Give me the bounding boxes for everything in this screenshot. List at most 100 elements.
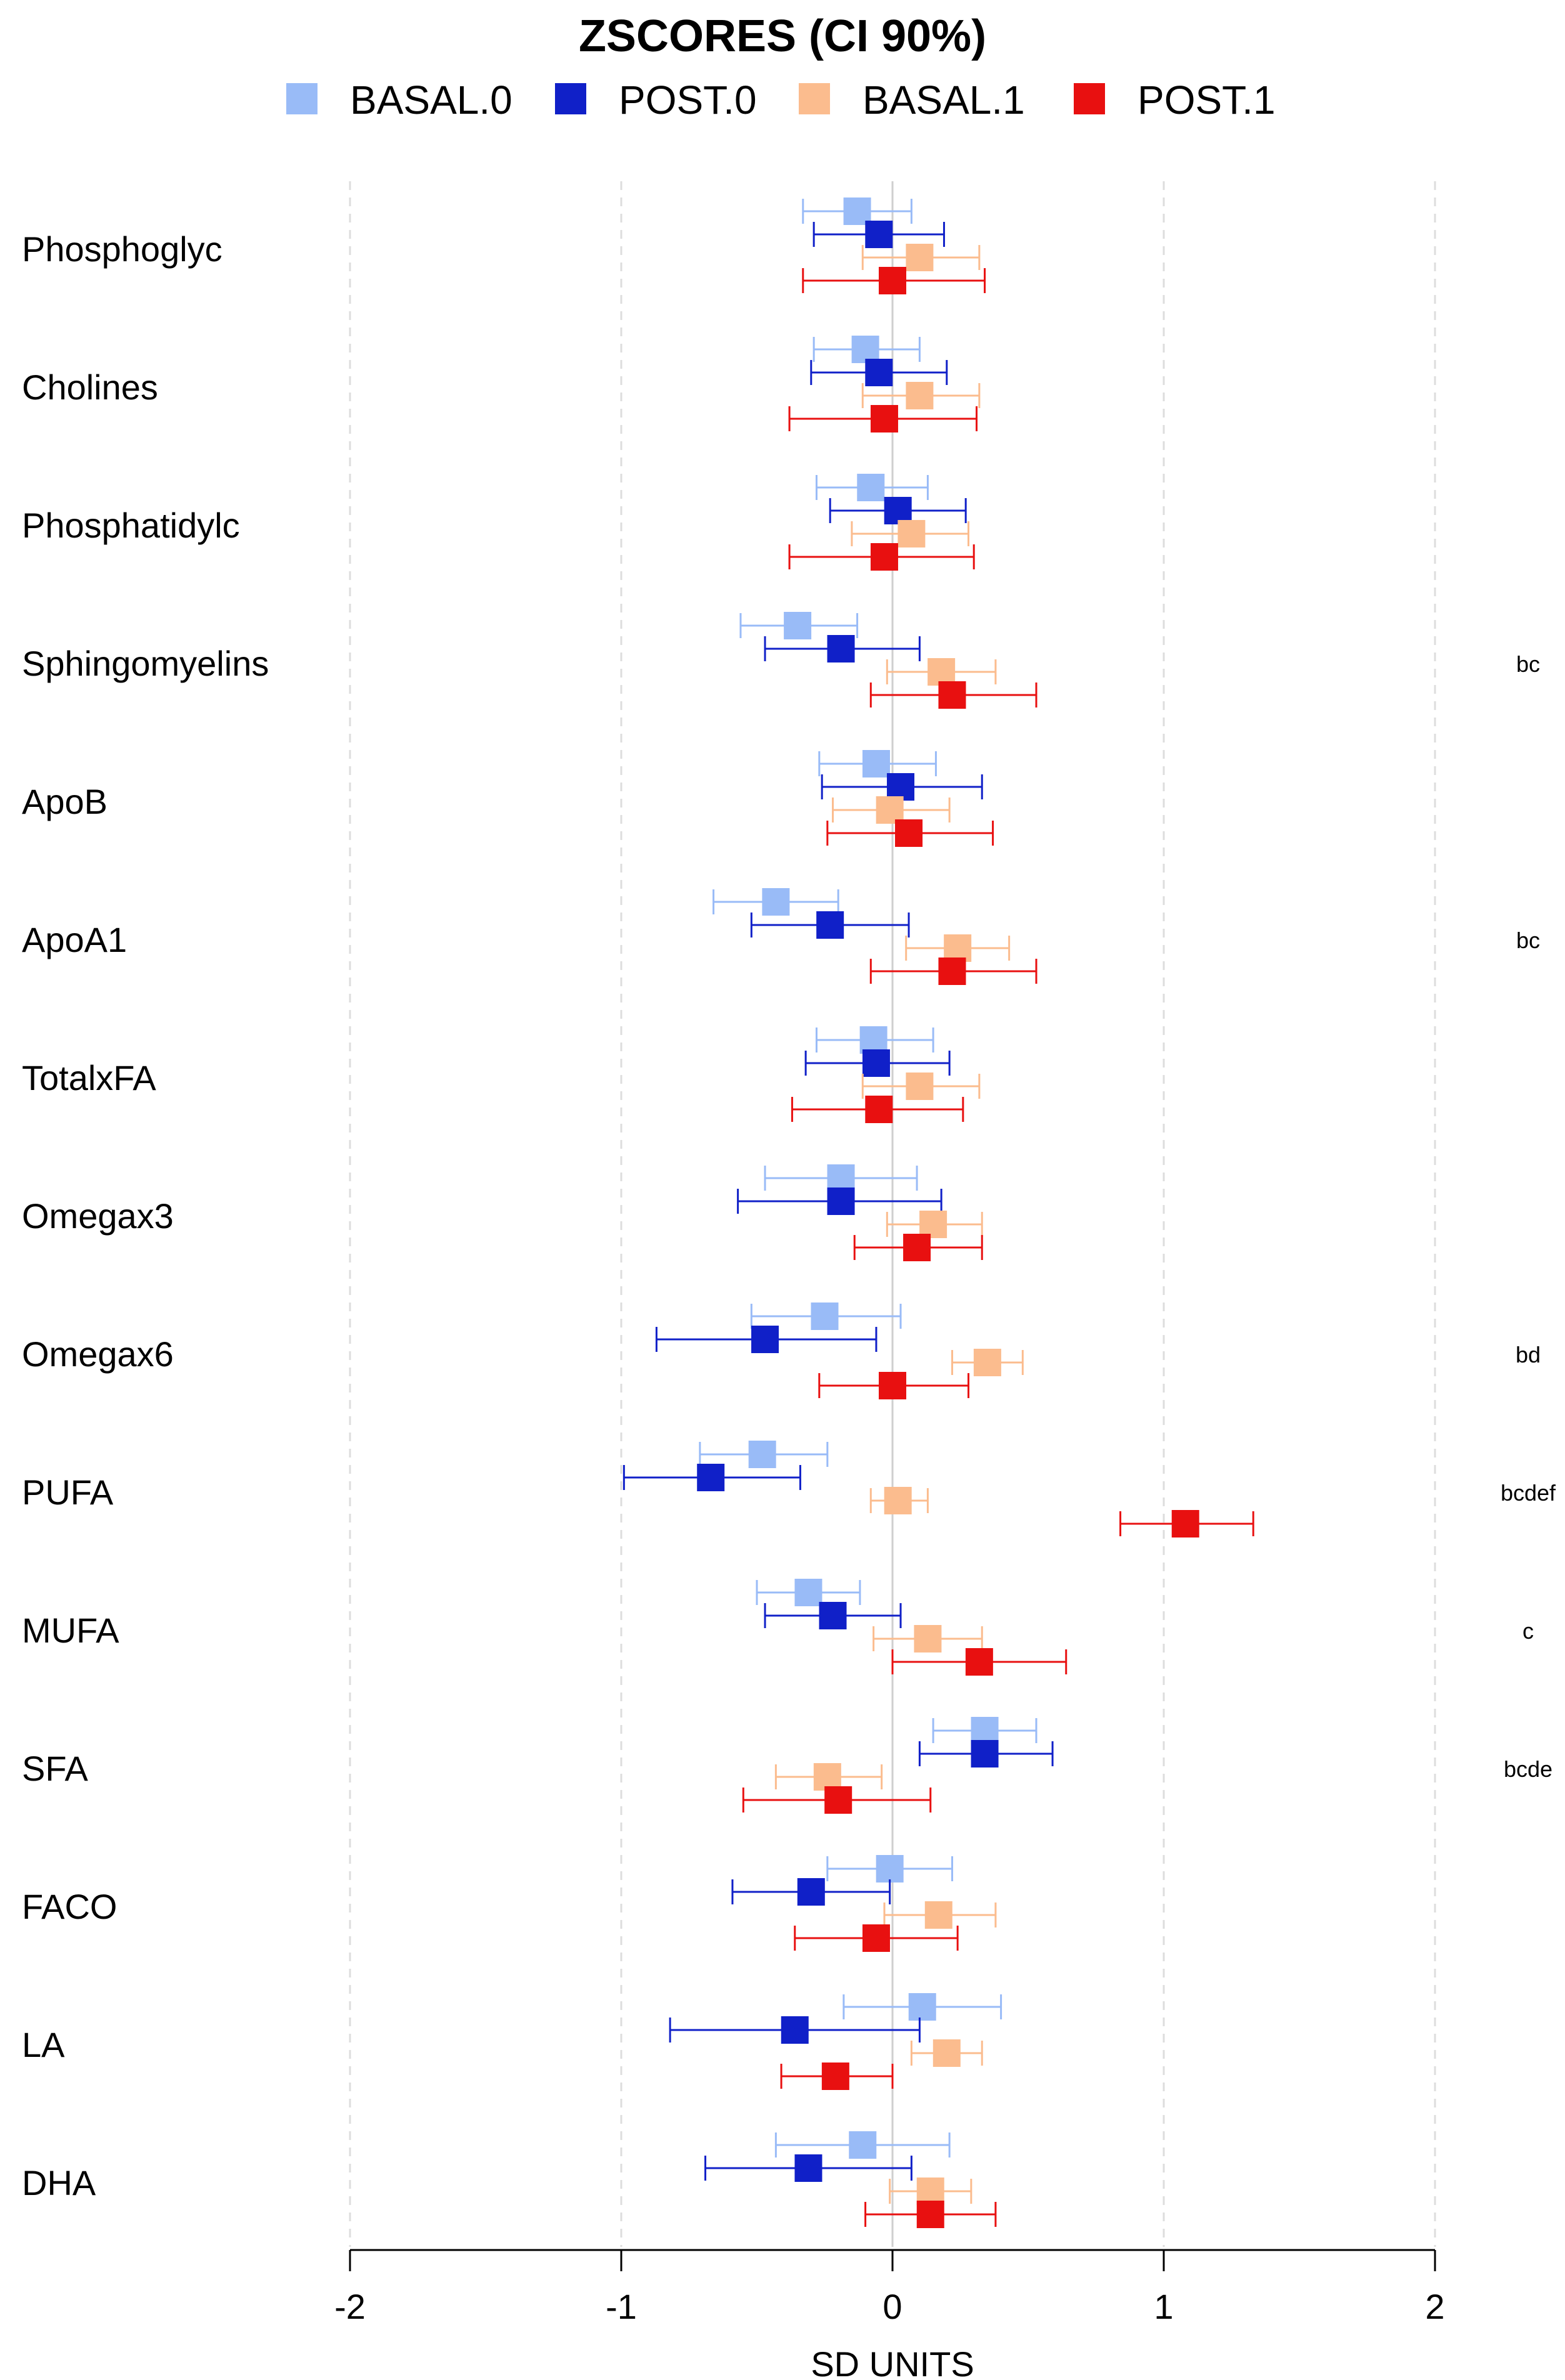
x-tick-label: 2 [1425, 2287, 1444, 2326]
row-annotation: bcde [1504, 1756, 1552, 1782]
point-post.0 [751, 1326, 779, 1353]
point-post.0 [816, 911, 844, 939]
point-post.1 [870, 405, 898, 432]
legend-swatch-post.0 [555, 83, 586, 114]
x-axis: -2 -1 0 1 2 [334, 2249, 1445, 2326]
point-basal.0 [748, 1441, 776, 1468]
row-pufa: PUFA bcdef [22, 1441, 1556, 1538]
point-basal.0 [876, 1855, 904, 1882]
row-label: Omegax6 [22, 1334, 174, 1374]
point-basal.1 [884, 1487, 912, 1514]
row-annotation: bcdef [1501, 1480, 1556, 1506]
point-post.1 [1171, 1510, 1199, 1538]
row-label: LA [22, 2025, 65, 2064]
point-post.0 [971, 1740, 999, 1768]
x-tick-label: 0 [882, 2287, 902, 2326]
point-post.1 [870, 543, 898, 571]
row-label: MUFA [22, 1611, 119, 1650]
chart-title: ZSCORES (CI 90%) [579, 11, 986, 61]
point-basal.1 [906, 1072, 934, 1100]
x-tick-label: -1 [606, 2287, 637, 2326]
legend-label-basal.1: BASAL.1 [862, 78, 1025, 122]
point-post.0 [862, 1049, 890, 1077]
point-post.1 [916, 2201, 944, 2228]
row-mufa: MUFA c [22, 1579, 1534, 1676]
row-totalxfa: TotalxFA [22, 1026, 981, 1123]
point-post.0 [781, 2016, 809, 2044]
row-omegax6: Omegax6 bd [22, 1302, 1541, 1399]
row-label: DHA [22, 2163, 96, 2202]
point-basal.1 [813, 1763, 841, 1791]
point-post.0 [819, 1602, 847, 1629]
point-post.0 [865, 359, 893, 386]
row-dha: DHA [22, 2131, 997, 2228]
point-post.1 [879, 1372, 906, 1399]
point-basal.1 [928, 658, 956, 686]
point-basal.1 [914, 1625, 942, 1652]
row-label: ApoA1 [22, 920, 127, 959]
row-annotation: bc [1516, 651, 1540, 677]
point-post.0 [887, 773, 915, 801]
legend-label-post.1: POST.1 [1138, 78, 1276, 122]
point-post.1 [938, 681, 966, 709]
row-sphingomyelins: Sphingomyelins bc [22, 612, 1540, 709]
point-post.1 [903, 1234, 931, 1261]
point-post.1 [938, 958, 966, 985]
point-basal.0 [971, 1717, 999, 1744]
row-annotation: c [1522, 1618, 1534, 1644]
point-basal.1 [932, 2039, 961, 2067]
row-la: LA [22, 1993, 1002, 2090]
row-label: FACO [22, 1887, 117, 1926]
point-basal.1 [898, 520, 926, 548]
row-omegax3: Omegax3 [22, 1164, 983, 1261]
point-basal.0 [908, 1993, 936, 2021]
row-label: Phosphoglyc [22, 229, 222, 269]
row-faco: FACO [22, 1855, 997, 1952]
row-label: Phosphatidylc [22, 506, 240, 545]
point-post.1 [965, 1648, 993, 1676]
point-post.0 [827, 1188, 855, 1215]
point-basal.0 [862, 750, 890, 778]
x-tick-label: 1 [1154, 2287, 1173, 2326]
point-basal.1 [906, 382, 934, 409]
row-cholines: Cholines [22, 336, 981, 432]
rows: Phosphoglyc Cholines Phosphatidylc Sphingom… [22, 198, 1556, 2228]
legend-label-basal.0: BASAL.0 [350, 78, 512, 122]
row-apoa1: ApoA1 bc [22, 888, 1540, 985]
point-post.1 [895, 819, 923, 847]
row-phosphoglyc: Phosphoglyc [22, 198, 986, 294]
point-post.0 [827, 635, 855, 662]
point-basal.1 [916, 2178, 944, 2205]
point-post.0 [794, 2154, 822, 2182]
point-basal.1 [906, 244, 934, 271]
point-post.1 [862, 1924, 890, 1952]
row-label: Sphingomyelins [22, 644, 269, 683]
point-basal.0 [849, 2131, 877, 2159]
point-basal.1 [944, 934, 972, 962]
row-label: ApoB [22, 782, 108, 821]
row-apob: ApoB [22, 750, 994, 847]
point-basal.0 [851, 336, 879, 363]
point-basal.0 [859, 1026, 888, 1054]
point-basal.1 [924, 1901, 952, 1929]
row-label: Cholines [22, 368, 158, 407]
point-basal.0 [811, 1302, 839, 1330]
gridlines [349, 181, 1436, 2247]
point-basal.0 [794, 1579, 822, 1606]
row-annotation: bc [1516, 928, 1540, 953]
point-basal.0 [784, 612, 812, 639]
legend-label-post.0: POST.0 [619, 78, 757, 122]
point-basal.1 [876, 796, 904, 824]
legend-swatch-post.1 [1074, 83, 1105, 114]
row-label: Omegax3 [22, 1196, 174, 1236]
legend-swatch-basal.0 [286, 83, 318, 114]
point-post.1 [821, 2062, 849, 2090]
point-basal.0 [827, 1164, 855, 1192]
row-annotation: bd [1516, 1342, 1541, 1368]
point-basal.0 [857, 474, 885, 501]
point-post.0 [884, 497, 912, 524]
row-label: PUFA [22, 1472, 114, 1512]
legend: BASAL.0 POST.0 BASAL.1 POST.1 [286, 78, 1276, 122]
legend-swatch-basal.1 [799, 83, 830, 114]
